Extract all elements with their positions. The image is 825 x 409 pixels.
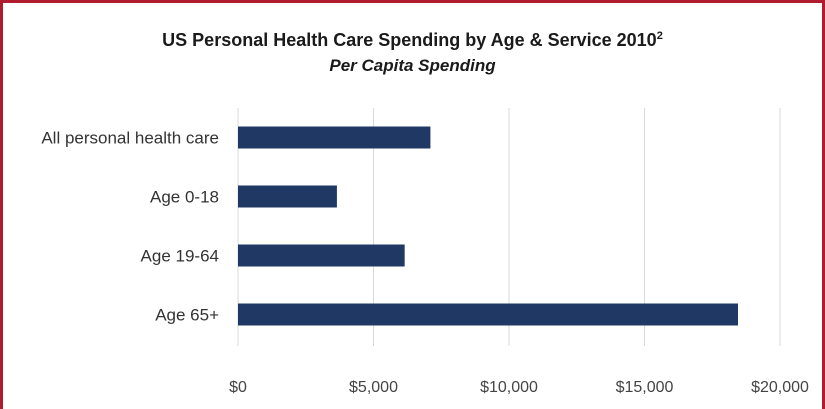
x-tick-label: $15,000 <box>616 379 674 396</box>
chart-title-text: US Personal Health Care Spending by Age … <box>162 30 657 50</box>
x-tick-label: $10,000 <box>480 379 538 396</box>
x-tick-label: $0 <box>229 379 247 396</box>
chart-title: US Personal Health Care Spending by Age … <box>0 30 825 51</box>
chart-subtitle: Per Capita Spending <box>329 56 496 75</box>
bars <box>238 126 738 326</box>
category-label: Age 19-64 <box>141 247 219 266</box>
bar <box>238 303 738 326</box>
bar <box>238 126 431 149</box>
chart-title-superscript: 2 <box>656 30 663 42</box>
bar <box>238 185 337 208</box>
category-labels: All personal health care Age 0-18 Age 19-6… <box>41 129 219 325</box>
bar <box>238 244 405 267</box>
category-label: Age 0-18 <box>150 188 219 207</box>
x-tick-label: $5,000 <box>349 379 398 396</box>
x-tick-labels: $0 $5,000 $10,000 $15,000 $20,000 <box>229 379 809 396</box>
category-label: Age 65+ <box>155 306 219 325</box>
x-tick-label: $20,000 <box>751 379 809 396</box>
category-label: All personal health care <box>41 129 219 148</box>
